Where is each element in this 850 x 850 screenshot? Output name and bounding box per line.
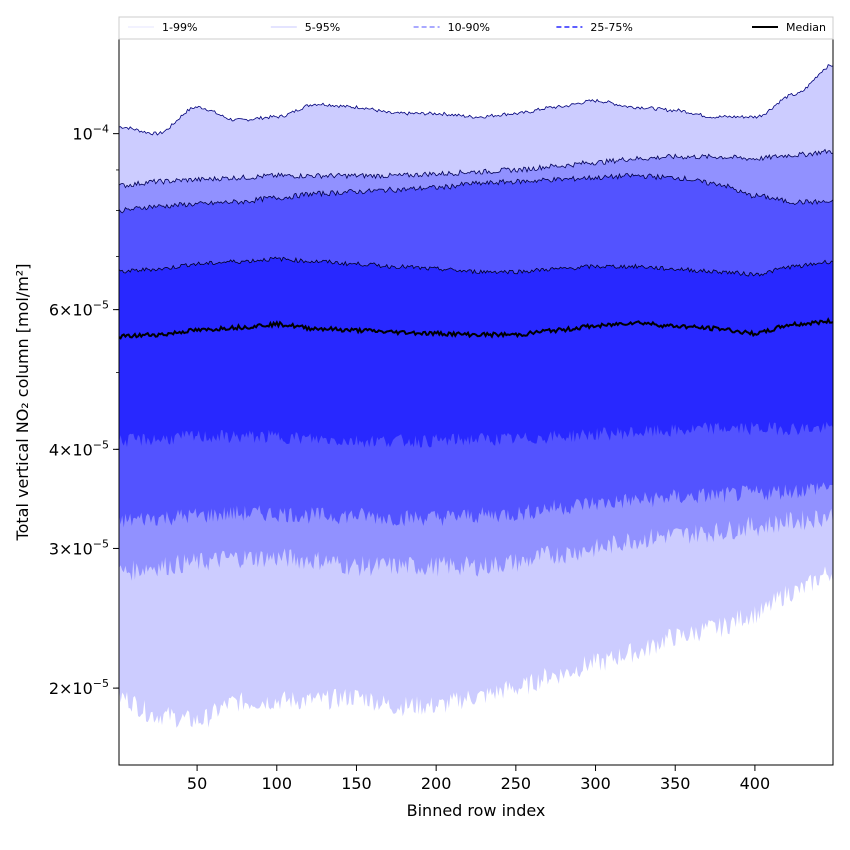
median-line: [119, 317, 833, 340]
legend-item-label: 25-75%: [590, 21, 632, 34]
x-tick-label: 150: [341, 774, 372, 793]
y-axis-title: Total vertical NO₂ column [mol/m²]: [13, 264, 32, 542]
plot-area: [119, 64, 833, 728]
x-tick-label: 350: [660, 774, 691, 793]
band-upper-line: [119, 172, 833, 214]
band-upper-line: [119, 256, 833, 277]
legend-item-label: Median: [786, 21, 826, 34]
y-tick-label: 3×10−5: [49, 537, 109, 558]
y-tick-label: 2×10−5: [49, 677, 109, 698]
y-axis: 10−4 6×10−5 4×10−5 3×10−5 2×10−5: [49, 123, 119, 698]
legend-item-label: 5-95%: [305, 21, 340, 34]
y-tick-label: 10−4: [72, 123, 109, 144]
x-tick-label: 300: [580, 774, 611, 793]
y-tick-label: 6×10−5: [49, 299, 109, 320]
legend-item-label: 1-99%: [162, 21, 197, 34]
band-upper-line: [119, 64, 833, 136]
y-tick-label: 4×10−5: [49, 438, 109, 459]
x-tick-label: 200: [421, 774, 452, 793]
x-tick-label: 50: [187, 774, 207, 793]
band-25-75%: [119, 257, 833, 448]
x-axis: 50 100 150 200 250 300 350 400: [187, 765, 770, 793]
band-upper-line: [119, 148, 833, 189]
x-tick-label: 400: [740, 774, 771, 793]
legend-item-label: 10-90%: [448, 21, 490, 34]
x-tick-label: 250: [501, 774, 532, 793]
legend: 1-99% 5-95% 10-90% 25-75% Median: [118, 16, 834, 40]
x-tick-label: 100: [262, 774, 293, 793]
legend-box: [118, 16, 834, 40]
x-axis-title: Binned row index: [407, 801, 546, 820]
